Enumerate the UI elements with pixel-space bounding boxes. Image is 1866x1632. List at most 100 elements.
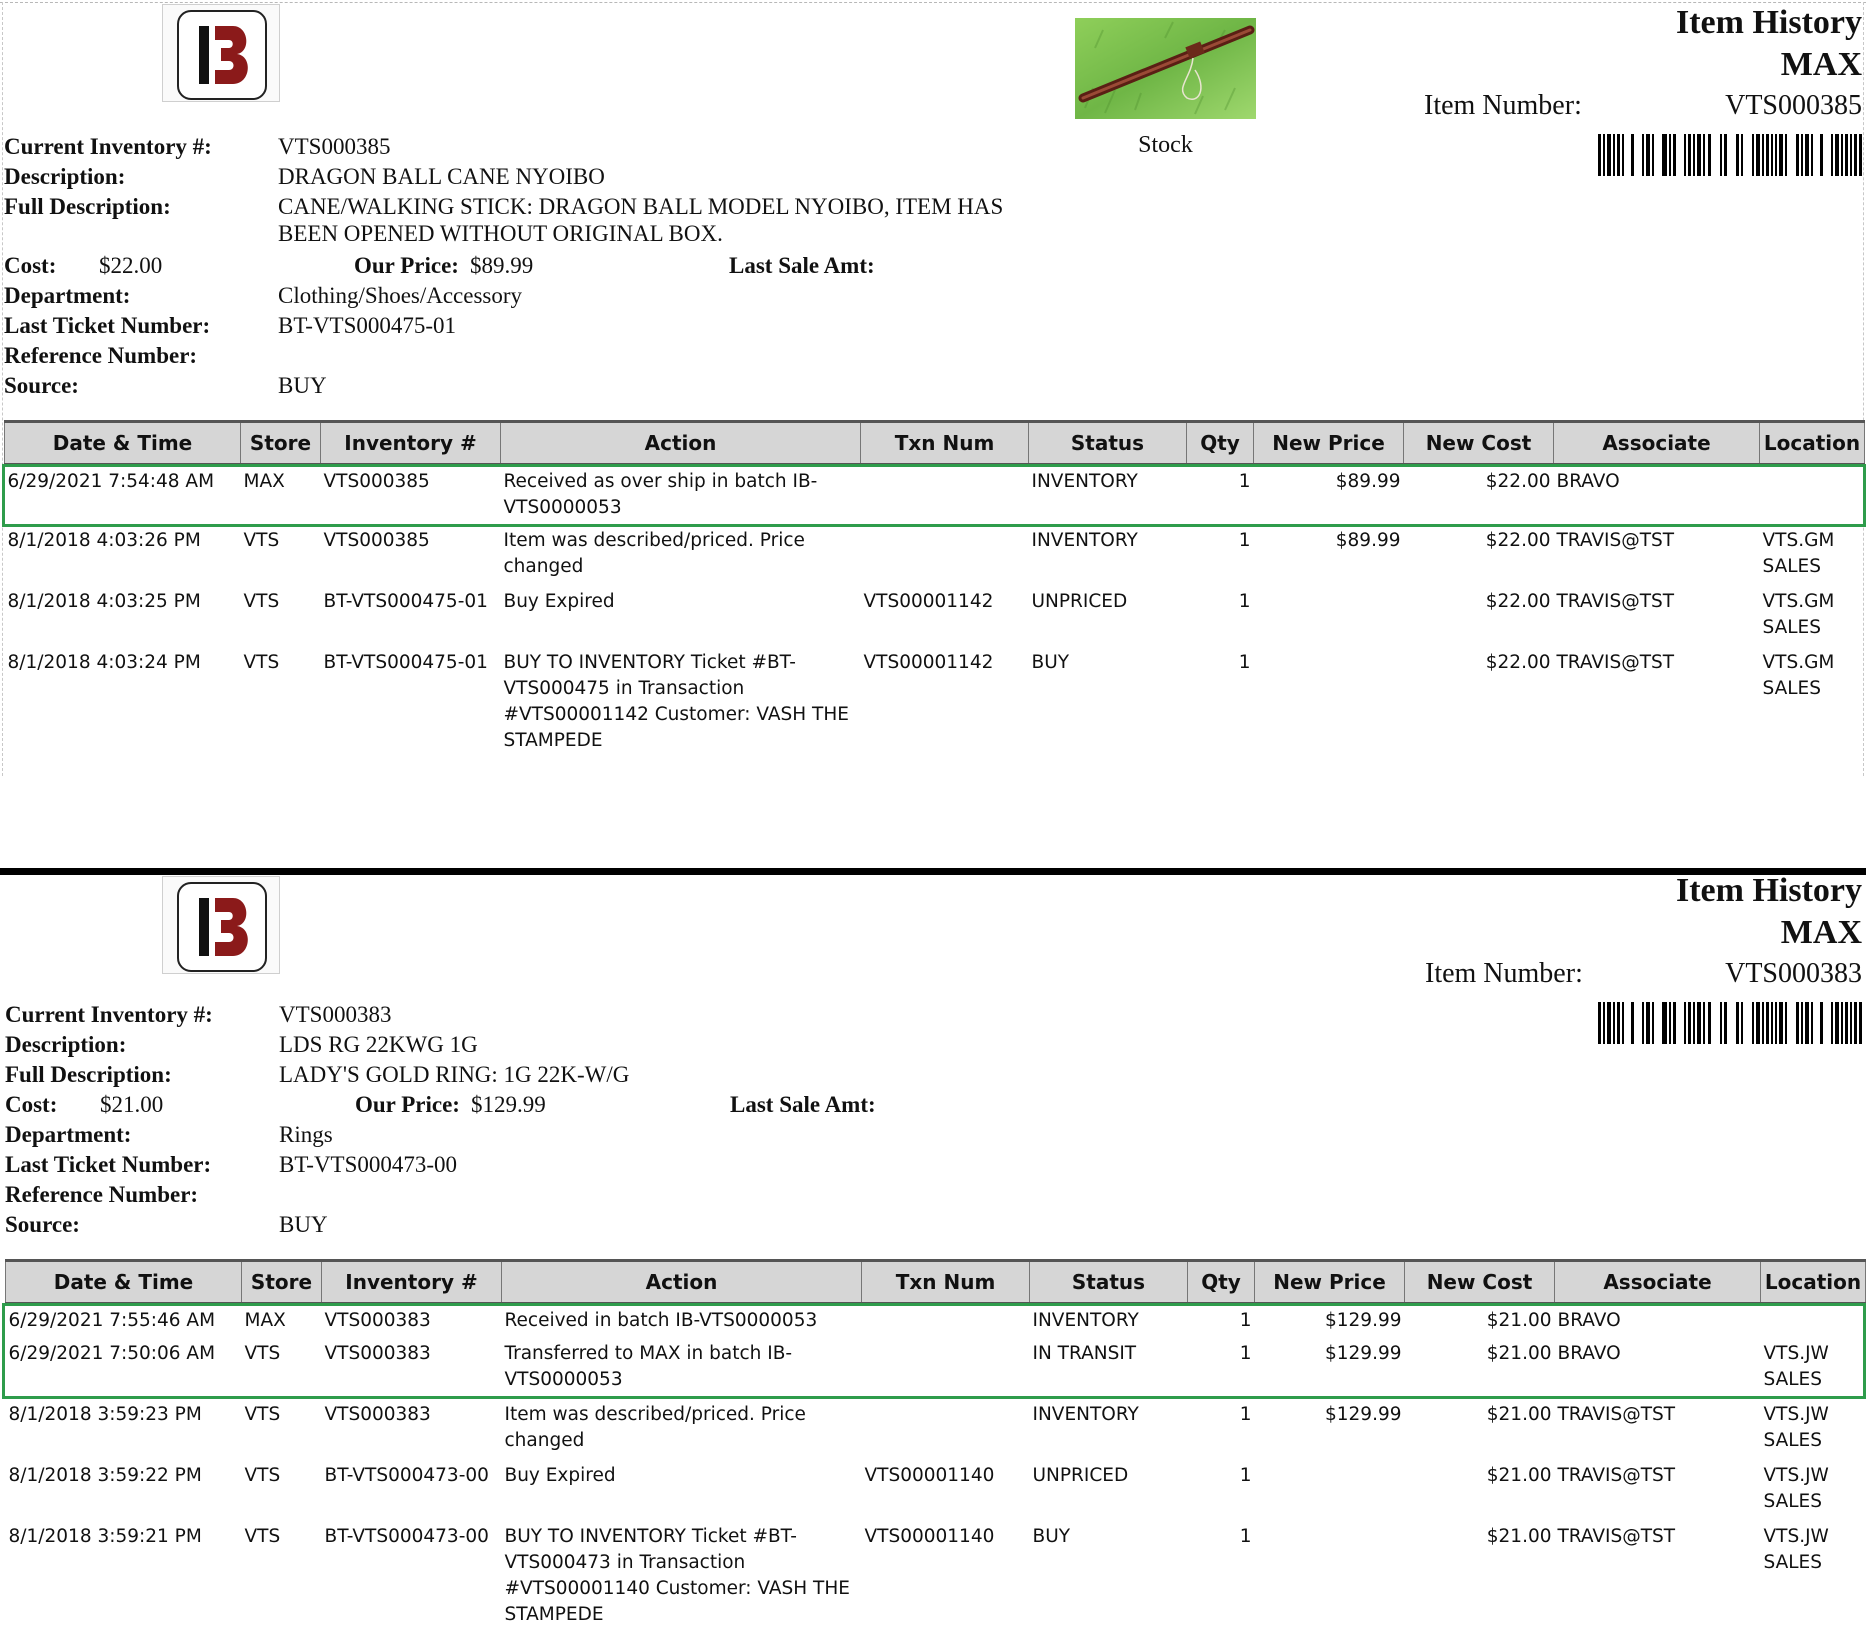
cell-txn: VTS00001140	[864, 1465, 995, 1486]
cell-txn: VTS00001142	[863, 591, 994, 612]
b-logo-icon	[177, 882, 267, 972]
cell-inventory: VTS000383	[324, 1404, 431, 1425]
col-header: Location	[1759, 420, 1865, 465]
table-row: 8/1/2018 4:03:25 PM VTS BT-VTS000475-01 …	[5, 585, 1865, 646]
cell-datetime: 8/1/2018 4:03:24 PM	[7, 652, 201, 673]
col-header: Status	[1028, 420, 1187, 465]
cell-inventory: VTS000385	[323, 471, 430, 492]
cell-qty: 1	[1239, 1310, 1252, 1331]
cell-txn: VTS00001142	[863, 652, 994, 673]
description-value: LDS RG 22KWG 1G	[279, 1032, 478, 1057]
full-description-label: Full Description:	[5, 1062, 172, 1087]
source-label: Source:	[5, 1212, 80, 1237]
cell-inventory: VTS000383	[324, 1343, 431, 1364]
cell-associate: TRAVIS@TST	[1557, 1404, 1676, 1425]
cell-inventory: BT-VTS000475-01	[323, 652, 488, 673]
table-row: 8/1/2018 3:59:21 PM VTS BT-VTS000473-00 …	[6, 1520, 1866, 1632]
page-border-left	[2, 2, 3, 776]
cell-store: MAX	[244, 1310, 286, 1331]
current-inventory-value: VTS000383	[279, 1002, 392, 1027]
cell-location: VTS.GM SALES	[1762, 591, 1835, 638]
item-history-report-2: Item History MAX Item Number: VTS000383 …	[0, 868, 1866, 1626]
current-inventory-value: VTS000385	[278, 134, 391, 159]
item-number-label: Item Number:	[1425, 958, 1583, 989]
table-row: 8/1/2018 4:03:24 PM VTS BT-VTS000475-01 …	[5, 646, 1865, 758]
report-store: MAX	[1780, 914, 1862, 951]
cell-new-price: $89.99	[1335, 530, 1401, 551]
cell-location: VTS.JW SALES	[1763, 1404, 1829, 1451]
last-ticket-value: BT-VTS000475-01	[278, 313, 457, 338]
table-row: 6/29/2021 7:54:48 AM MAX VTS000385 Recei…	[5, 464, 1865, 524]
our-price-label: Our Price:	[355, 1092, 460, 1117]
cell-inventory: VTS000383	[324, 1310, 431, 1331]
cell-location: VTS.JW SALES	[1763, 1465, 1829, 1512]
photo-caption: Stock	[1138, 132, 1193, 158]
col-header: Txn Num	[861, 1259, 1030, 1304]
cell-status: INVENTORY	[1032, 1404, 1139, 1425]
last-ticket-value: BT-VTS000473-00	[279, 1152, 458, 1177]
cell-qty: 1	[1238, 652, 1251, 673]
cell-associate: TRAVIS@TST	[1556, 530, 1675, 551]
table-row: 8/1/2018 3:59:22 PM VTS BT-VTS000473-00 …	[6, 1459, 1866, 1520]
cost-value: $21.00	[100, 1092, 164, 1117]
item-history-report-1: Stock Item History MAX Item Number: VTS0…	[0, 2, 1866, 776]
cell-action: Buy Expired	[503, 591, 615, 612]
col-header: Qty	[1187, 1259, 1255, 1304]
col-header: Inventory #	[321, 1259, 502, 1304]
item-number-value: VTS000385	[1725, 90, 1862, 121]
cell-action: BUY TO INVENTORY Ticket #BT- VTS000473 in…	[504, 1526, 850, 1625]
cell-action: Received as over ship in batch IB- VTS000…	[503, 471, 818, 518]
cell-status: BUY	[1031, 652, 1070, 673]
cell-new-cost: $22.00	[1485, 652, 1551, 673]
cell-new-price	[1255, 1459, 1405, 1520]
cell-qty: 1	[1239, 1465, 1252, 1486]
col-header: Action	[500, 420, 861, 465]
cell-txn	[862, 1398, 1030, 1459]
department-value: Clothing/Shoes/Accessory	[278, 283, 523, 308]
table-header-row: Date & Time Store Inventory # Action Txn…	[5, 1259, 1866, 1304]
item-photo	[1075, 18, 1256, 119]
department-value: Rings	[279, 1122, 333, 1147]
b-logo-icon	[177, 10, 267, 100]
company-logo	[162, 876, 280, 974]
cell-new-cost: $21.00	[1486, 1310, 1552, 1331]
cell-action: Buy Expired	[504, 1465, 616, 1486]
page-border-right	[1863, 2, 1864, 776]
cell-status: UNPRICED	[1032, 1465, 1129, 1486]
cell-datetime: 6/29/2021 7:50:06 AM	[8, 1343, 216, 1364]
cell-associate: TRAVIS@TST	[1556, 591, 1675, 612]
item-number-label: Item Number:	[1424, 90, 1582, 121]
col-header: Action	[501, 1259, 862, 1304]
cell-new-price	[1254, 646, 1404, 758]
cell-store: VTS	[244, 1343, 281, 1364]
report-store: MAX	[1780, 46, 1862, 83]
cell-status: BUY	[1032, 1526, 1071, 1547]
cell-associate: TRAVIS@TST	[1557, 1526, 1676, 1547]
cell-location: VTS.GM SALES	[1762, 530, 1835, 577]
col-header: New Cost	[1403, 420, 1554, 465]
department-label: Department:	[4, 283, 131, 308]
cell-status: INVENTORY	[1032, 1310, 1139, 1331]
col-header: Inventory #	[320, 420, 501, 465]
cell-inventory: BT-VTS000473-00	[324, 1465, 489, 1486]
cell-location: VTS.JW SALES	[1763, 1526, 1829, 1573]
cell-associate: TRAVIS@TST	[1557, 1465, 1676, 1486]
description-label: Description:	[5, 1032, 127, 1057]
cell-datetime: 8/1/2018 4:03:26 PM	[7, 530, 201, 551]
department-label: Department:	[5, 1122, 132, 1147]
cell-new-price: $129.99	[1324, 1343, 1402, 1364]
cell-qty: 1	[1239, 1404, 1252, 1425]
our-price-value: $89.99	[470, 253, 534, 278]
table-row: 6/29/2021 7:55:46 AM MAX VTS000383 Recei…	[6, 1303, 1866, 1337]
cell-associate: BRAVO	[1557, 1310, 1621, 1331]
cell-new-cost: $21.00	[1486, 1404, 1552, 1425]
col-header: New Price	[1254, 1259, 1405, 1304]
col-header: New Price	[1253, 420, 1404, 465]
item-number-value: VTS000383	[1725, 958, 1862, 989]
col-header: Date & Time	[5, 1259, 242, 1304]
cell-action: BUY TO INVENTORY Ticket #BT- VTS000475 in…	[503, 652, 849, 751]
full-description-line-1: LADY'S GOLD RING: 1G 22K-W/G	[279, 1062, 630, 1087]
col-header: Date & Time	[4, 420, 241, 465]
cell-qty: 1	[1238, 471, 1251, 492]
cell-action: Received in batch IB-VTS0000053	[504, 1310, 818, 1331]
